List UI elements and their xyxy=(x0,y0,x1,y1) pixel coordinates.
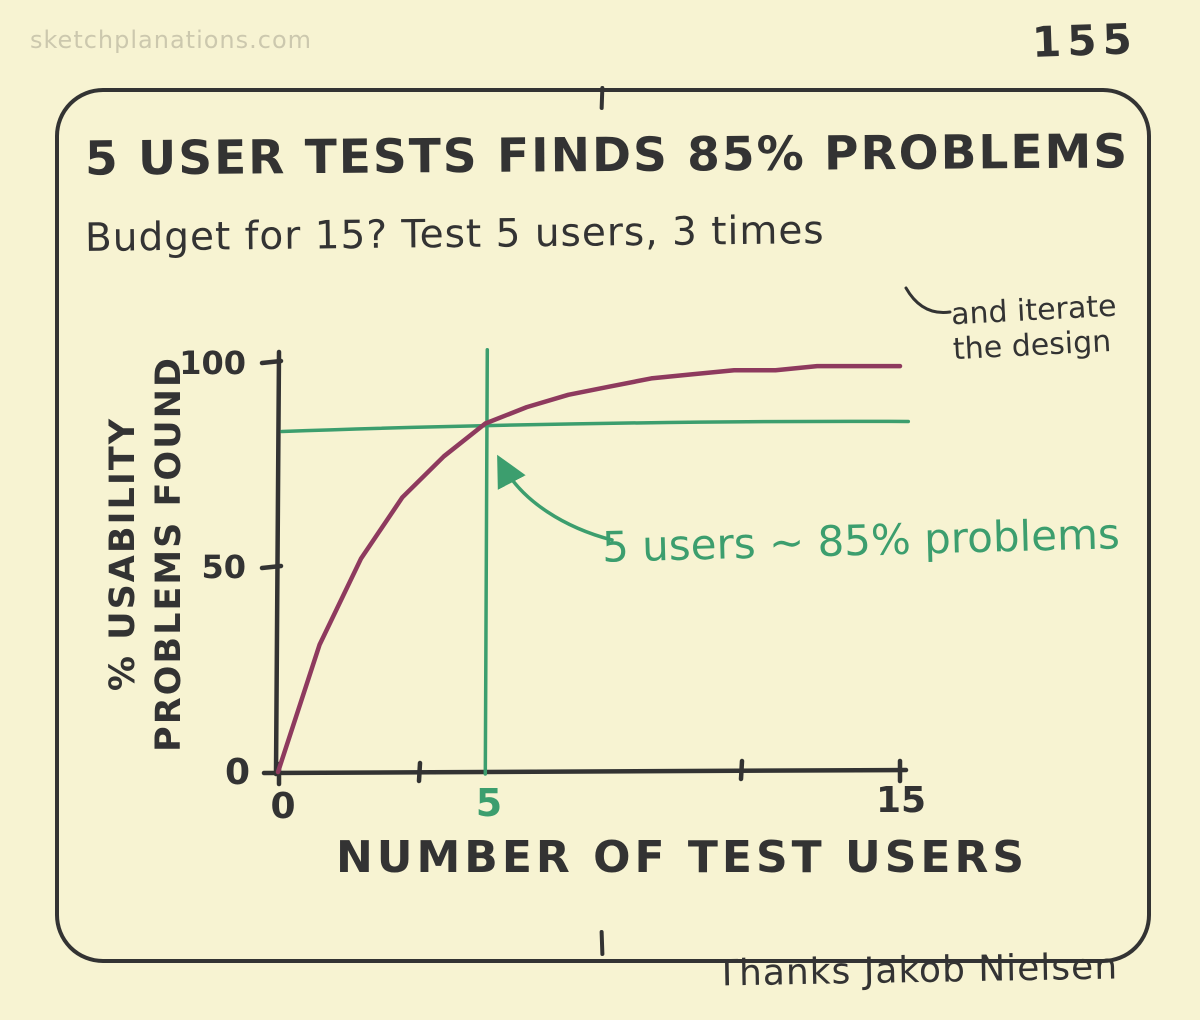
x-axis xyxy=(261,767,909,776)
x-tick-label-0: 0 xyxy=(270,786,295,827)
x-tick-label-15: 15 xyxy=(876,780,926,821)
x-tick-label-5: 5 xyxy=(476,781,502,825)
y-axis xyxy=(273,349,282,777)
credit-text: Thanks Jakob Nielsen xyxy=(715,946,1119,995)
problems-curve xyxy=(275,363,903,775)
y-tick-100 xyxy=(259,358,284,366)
x-tick-mid-right xyxy=(738,758,745,782)
watermark: sketchplanations.com xyxy=(30,26,313,54)
y-tick-50 xyxy=(259,563,284,571)
y-tick-label-0: 0 xyxy=(225,752,250,793)
sketch-card xyxy=(55,85,1151,963)
x-axis-label: NUMBER OF TEST USERS xyxy=(336,832,1028,883)
side-note-connector xyxy=(904,286,952,314)
x-tick-mid-left xyxy=(416,760,423,784)
y-tick-label-50: 50 xyxy=(201,548,246,586)
y-tick-label-100: 100 xyxy=(179,344,246,382)
ref-line-5users xyxy=(483,347,490,776)
annotation-arrow xyxy=(497,454,614,542)
ref-line-85 xyxy=(280,419,911,434)
